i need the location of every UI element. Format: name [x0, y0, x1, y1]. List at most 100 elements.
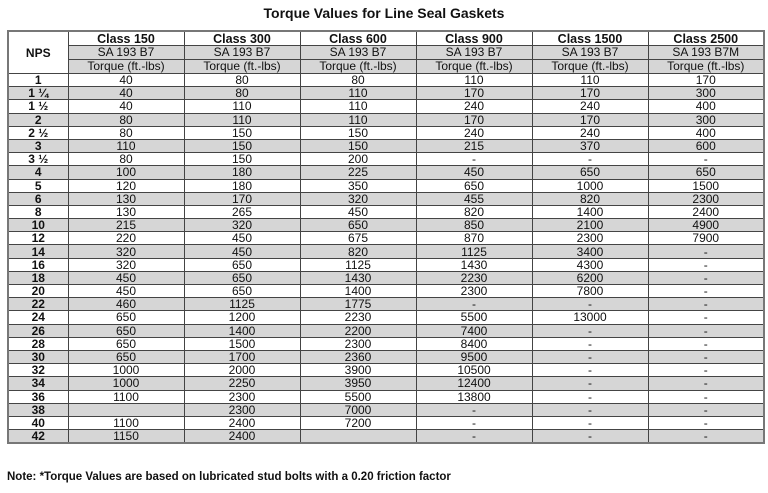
class-header: Class 300	[183, 30, 301, 46]
torque-cell: 265	[183, 204, 301, 220]
class-header: Class 600	[299, 30, 417, 46]
torque-cell: 3400	[531, 244, 649, 259]
torque-cell: -	[647, 415, 765, 431]
torque-cell: 650	[531, 165, 649, 180]
torque-cell: 110	[299, 112, 417, 127]
nps-cell: 10	[7, 218, 69, 233]
torque-cell: 2230	[415, 270, 533, 286]
torque-cell: 650	[183, 283, 301, 299]
table-row: 24 650 1200 2230 5500 13000-	[7, 310, 765, 325]
torque-cell: 3900	[299, 363, 417, 378]
torque-cell: 80	[183, 72, 301, 88]
nps-cell: 2 ½	[7, 125, 69, 140]
torque-cell: 170	[531, 112, 649, 127]
torque-cell: 450	[183, 244, 301, 259]
torque-cell: 150	[183, 152, 301, 167]
torque-cell: 820	[415, 204, 533, 220]
torque-cell: -	[415, 429, 533, 444]
torque-cell: 2000	[183, 363, 301, 378]
table-row: 2 80 110 110 170 170 300	[7, 112, 765, 127]
torque-cell: 150	[183, 138, 301, 154]
torque-cell: 450	[299, 204, 417, 220]
torque-cell: 870	[415, 231, 533, 246]
torque-cell: -	[647, 152, 765, 167]
torque-cell: 170	[415, 112, 533, 127]
nps-cell: 26	[7, 323, 69, 338]
nps-cell: 1	[7, 72, 69, 88]
torque-cell: 7400	[415, 323, 533, 338]
table-row: 3 ½ 80 150 200- - -	[7, 152, 765, 167]
torque-cell: 200	[299, 152, 417, 167]
torque-cell: 850	[415, 218, 533, 233]
torque-cell: 1150	[67, 429, 185, 444]
nps-cell: 14	[7, 244, 69, 259]
torque-cell: 2360	[299, 349, 417, 365]
torque-cell: 130	[67, 204, 185, 220]
torque-cell: -	[531, 297, 649, 312]
torque-cell: -	[647, 376, 765, 391]
torque-cell: -	[531, 349, 649, 365]
torque-cell: 3950	[299, 376, 417, 391]
torque-cell: 5500	[299, 389, 417, 404]
class-header: Class 1500	[531, 30, 649, 46]
torque-cell: 450	[67, 270, 185, 286]
torque-cell: -	[415, 415, 533, 431]
bolt-spec: SA 193 B7	[299, 45, 417, 60]
torque-cell: 320	[299, 191, 417, 206]
torque-cell: 7000	[299, 402, 417, 417]
torque-cell: 1500	[647, 178, 765, 193]
torque-cell: 80	[67, 125, 185, 140]
torque-cell: 1500	[183, 336, 301, 351]
class-header: Class 900	[415, 30, 533, 46]
table-row: 16 320 650 1125 1430 4300-	[7, 257, 765, 272]
nps-cell: 4	[7, 165, 69, 180]
torque-cell: 1000	[531, 178, 649, 193]
torque-cell: 1775	[299, 297, 417, 312]
table-row: 4 100 180 225 450 650 650	[7, 165, 765, 180]
torque-cell: 350	[299, 178, 417, 193]
torque-cell: 215	[67, 218, 185, 233]
unit-label: Torque (ft.-lbs)	[67, 59, 185, 74]
class-header: Class 150	[67, 30, 185, 46]
torque-cell: 2250	[183, 376, 301, 391]
torque-cell: 1430	[415, 257, 533, 272]
nps-cell: 3 ½	[7, 152, 69, 167]
nps-cell: 3	[7, 138, 69, 154]
torque-cell: 110	[299, 86, 417, 101]
torque-cell: 650	[67, 336, 185, 351]
torque-cell: 4300	[531, 257, 649, 272]
table-row: 1 40 80 80 110 110 170	[7, 72, 765, 88]
table-row: 10 215 320 650 850 2100 4900	[7, 218, 765, 233]
table-row: 6 130 170 320 455 820 2300	[7, 191, 765, 206]
torque-cell: -	[647, 283, 765, 299]
torque-cell: 1100	[67, 389, 185, 404]
torque-cell: 650	[299, 218, 417, 233]
torque-cell: 9500	[415, 349, 533, 365]
torque-cell: 2300	[415, 283, 533, 299]
nps-cell: 2	[7, 112, 69, 127]
torque-cell: -	[647, 402, 765, 417]
torque-cell	[67, 402, 185, 417]
unit-label: Torque (ft.-lbs)	[647, 59, 765, 74]
torque-cell: 80	[67, 152, 185, 167]
torque-cell: 2200	[299, 323, 417, 338]
table-row: 34 1000 2250 3950 12400- -	[7, 376, 765, 391]
torque-cell: -	[531, 429, 649, 444]
nps-cell: 8	[7, 204, 69, 220]
torque-cell: 2400	[183, 429, 301, 444]
torque-cell: 170	[183, 191, 301, 206]
torque-cell: 120	[67, 178, 185, 193]
torque-cell: 650	[67, 323, 185, 338]
torque-cell: 1700	[183, 349, 301, 365]
torque-cell: 400	[647, 99, 765, 114]
torque-cell: 170	[647, 72, 765, 88]
torque-cell: 320	[67, 257, 185, 272]
torque-cell: 40	[67, 99, 185, 114]
torque-cell: 7200	[299, 415, 417, 431]
table-row: 40 1100 2400 7200- - -	[7, 415, 765, 431]
torque-cell: 170	[415, 86, 533, 101]
torque-cell: 7800	[531, 283, 649, 299]
table-row: 18 450 650 1430 2230 6200-	[7, 270, 765, 286]
table-row: 2 ½ 80 150 150 240 240 400	[7, 125, 765, 140]
torque-cell: 2400	[183, 415, 301, 431]
